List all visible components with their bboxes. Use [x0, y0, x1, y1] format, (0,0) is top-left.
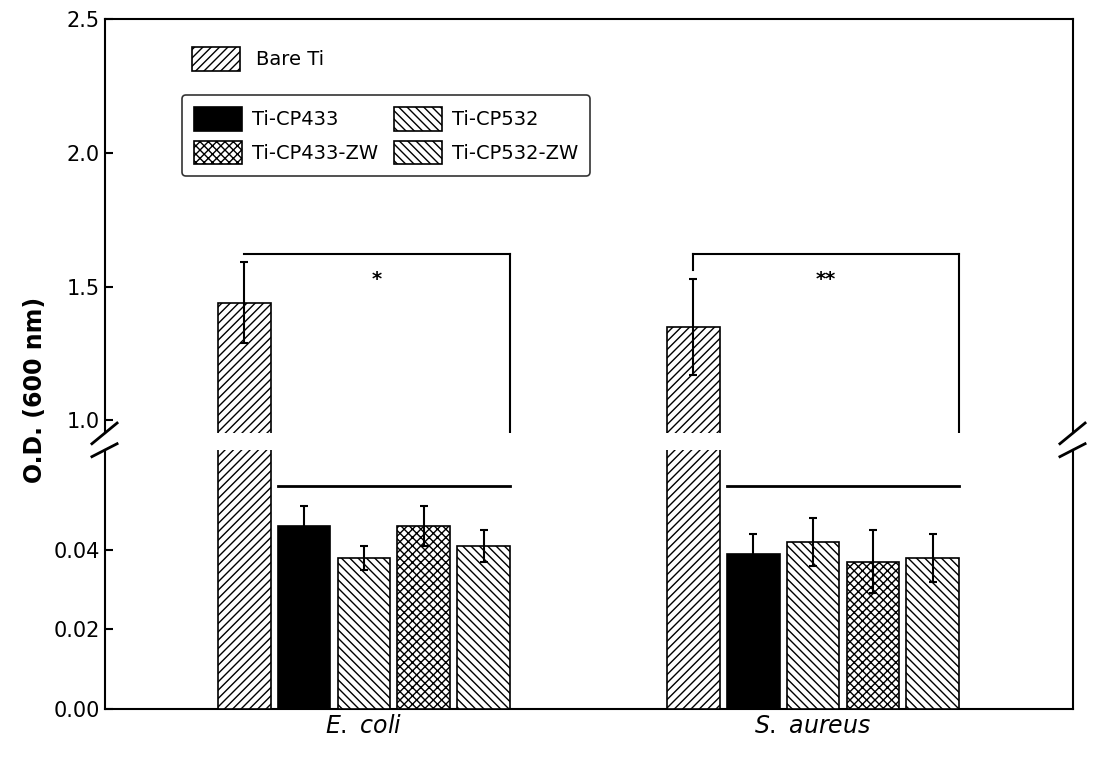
- Bar: [667, 0, 719, 709]
- Bar: [727, 677, 780, 687]
- Bar: [458, 676, 510, 687]
- Text: *: *: [372, 270, 382, 290]
- Legend: Ti-CP433, Ti-CP433-ZW, Ti-CP532, Ti-CP532-ZW: Ti-CP433, Ti-CP433-ZW, Ti-CP532, Ti-CP53…: [182, 95, 590, 176]
- Bar: [458, 546, 510, 709]
- Bar: [338, 558, 390, 709]
- Bar: [397, 675, 450, 687]
- Bar: [786, 541, 839, 709]
- Bar: [218, 0, 271, 709]
- Bar: [338, 677, 390, 687]
- Text: O.D. (600 nm): O.D. (600 nm): [23, 297, 47, 482]
- Bar: [906, 677, 959, 687]
- Bar: [727, 554, 780, 709]
- Bar: [667, 326, 719, 687]
- Bar: [786, 676, 839, 687]
- Bar: [277, 675, 330, 687]
- Text: **: **: [816, 270, 836, 290]
- Bar: [847, 562, 900, 709]
- Bar: [397, 526, 450, 709]
- Bar: [218, 302, 271, 687]
- Bar: [847, 677, 900, 687]
- Bar: [277, 526, 330, 709]
- Bar: [906, 558, 959, 709]
